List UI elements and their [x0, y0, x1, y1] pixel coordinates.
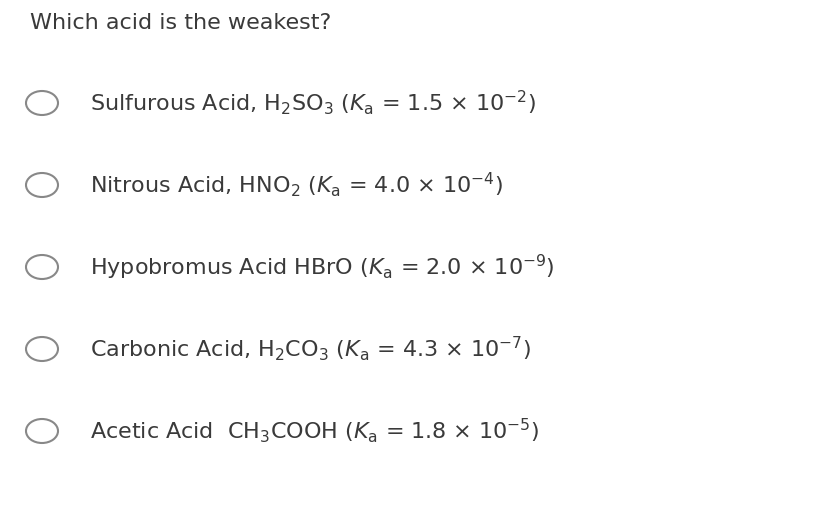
Text: Hypobromus Acid HBrO ($K_\mathrm{a}$ = 2.0 × 10$^{-9}$): Hypobromus Acid HBrO ($K_\mathrm{a}$ = 2…: [90, 252, 554, 281]
Text: Acetic Acid  CH$_3$COOH ($K_\mathrm{a}$ = 1.8 × 10$^{-5}$): Acetic Acid CH$_3$COOH ($K_\mathrm{a}$ =…: [90, 417, 539, 446]
Text: Sulfurous Acid, H$_2$SO$_3$ ($K_\mathrm{a}$ = 1.5 × 10$^{-2}$): Sulfurous Acid, H$_2$SO$_3$ ($K_\mathrm{…: [90, 88, 535, 117]
Text: Which acid is the weakest?: Which acid is the weakest?: [30, 13, 331, 33]
Text: Carbonic Acid, H$_2$CO$_3$ ($K_\mathrm{a}$ = 4.3 × 10$^{-7}$): Carbonic Acid, H$_2$CO$_3$ ($K_\mathrm{a…: [90, 335, 531, 363]
Text: Nitrous Acid, HNO$_2$ ($K_\mathrm{a}$ = 4.0 × 10$^{-4}$): Nitrous Acid, HNO$_2$ ($K_\mathrm{a}$ = …: [90, 171, 502, 200]
